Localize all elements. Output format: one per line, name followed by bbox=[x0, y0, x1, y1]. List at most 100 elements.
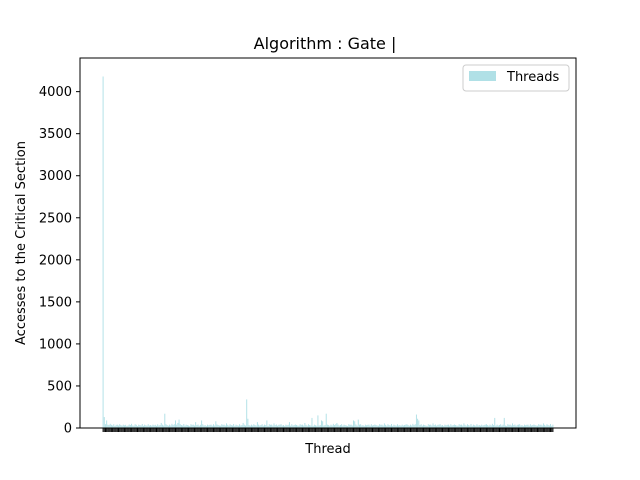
bar-thread-295 bbox=[452, 424, 454, 428]
bar-thread-221 bbox=[364, 424, 366, 428]
bar-thread-193 bbox=[331, 425, 333, 428]
bar-thread-98 bbox=[218, 425, 220, 428]
bar-thread-269 bbox=[421, 425, 423, 428]
bar-thread-345 bbox=[512, 423, 514, 429]
bar-thread-222 bbox=[366, 425, 368, 428]
bar-thread-375 bbox=[547, 425, 549, 428]
bar-thread-70 bbox=[185, 424, 187, 428]
bar-thread-34 bbox=[142, 425, 144, 428]
bar-thread-296 bbox=[453, 424, 455, 428]
bar-thread-300 bbox=[458, 424, 460, 428]
bar-thread-240 bbox=[387, 424, 389, 428]
bar-thread-146 bbox=[275, 424, 277, 428]
bar-thread-99 bbox=[220, 425, 222, 428]
y-tick-label-3000: 3000 bbox=[39, 169, 72, 184]
bar-thread-364 bbox=[534, 424, 536, 428]
bar-thread-6 bbox=[109, 423, 111, 428]
bar-thread-113 bbox=[236, 425, 238, 428]
bar-thread-350 bbox=[518, 424, 519, 428]
bar-thread-55 bbox=[167, 425, 169, 428]
bar-thread-114 bbox=[237, 425, 239, 428]
bar-thread-117 bbox=[241, 425, 243, 428]
bar-thread-336 bbox=[501, 425, 503, 428]
bar-thread-220 bbox=[363, 425, 365, 428]
bar-thread-181 bbox=[317, 415, 319, 428]
bar-thread-49 bbox=[160, 422, 162, 428]
bar-thread-46 bbox=[157, 424, 159, 428]
bar-thread-73 bbox=[189, 425, 191, 428]
bar-thread-112 bbox=[235, 424, 237, 428]
legend: Threads bbox=[462, 64, 570, 92]
bar-thread-25 bbox=[132, 425, 134, 428]
bar-thread-314 bbox=[475, 425, 477, 428]
bar-thread-134 bbox=[261, 424, 263, 428]
bar-thread-267 bbox=[419, 424, 421, 428]
bar-thread-341 bbox=[507, 424, 509, 428]
bar-thread-190 bbox=[328, 425, 330, 428]
bar-thread-89 bbox=[208, 425, 210, 428]
bar-thread-11 bbox=[115, 424, 117, 428]
bar-thread-154 bbox=[285, 424, 287, 428]
bar-thread-45 bbox=[156, 425, 157, 428]
bar-thread-101 bbox=[222, 424, 224, 428]
x-ticks-group bbox=[102, 428, 554, 432]
bars-group bbox=[102, 76, 554, 429]
bar-thread-280 bbox=[434, 424, 436, 428]
bar-thread-327 bbox=[490, 425, 492, 428]
bar-thread-335 bbox=[500, 424, 502, 428]
bar-thread-102 bbox=[223, 424, 225, 428]
bar-thread-365 bbox=[535, 425, 537, 428]
bar-thread-79 bbox=[196, 425, 198, 428]
bar-thread-216 bbox=[358, 424, 360, 428]
bar-thread-339 bbox=[504, 425, 506, 428]
bar-thread-261 bbox=[412, 423, 414, 428]
bar-thread-355 bbox=[523, 424, 525, 428]
bar-thread-203 bbox=[343, 424, 345, 428]
bar-thread-165 bbox=[298, 425, 300, 428]
bar-thread-116 bbox=[240, 425, 242, 428]
bar-thread-61 bbox=[175, 420, 176, 428]
bar-thread-132 bbox=[259, 425, 261, 428]
bar-thread-213 bbox=[355, 424, 357, 428]
bar-thread-363 bbox=[533, 424, 535, 428]
bar-thread-202 bbox=[342, 425, 344, 428]
bar-thread-115 bbox=[239, 424, 241, 428]
bar-thread-76 bbox=[192, 424, 194, 428]
bar-thread-185 bbox=[322, 421, 324, 428]
bar-thread-255 bbox=[405, 424, 407, 428]
bar-thread-266 bbox=[418, 420, 420, 428]
bar-thread-226 bbox=[370, 424, 372, 428]
bar-thread-4 bbox=[107, 424, 109, 428]
bar-thread-351 bbox=[519, 424, 521, 428]
bar-thread-200 bbox=[339, 424, 341, 428]
bar-thread-51 bbox=[163, 425, 165, 428]
bar-thread-279 bbox=[433, 425, 435, 428]
bar-thread-3 bbox=[106, 420, 108, 428]
bar-thread-160 bbox=[292, 425, 294, 428]
bar-thread-65 bbox=[179, 424, 181, 428]
bar-thread-176 bbox=[311, 417, 313, 428]
bar-thread-131 bbox=[258, 424, 260, 428]
bar-thread-64 bbox=[178, 419, 180, 428]
x-axis-label: Thread bbox=[304, 442, 350, 457]
bar-thread-340 bbox=[506, 425, 508, 428]
bar-thread-330 bbox=[494, 417, 496, 428]
bar-thread-35 bbox=[144, 424, 146, 428]
bar-thread-43 bbox=[153, 425, 155, 428]
bar-thread-62 bbox=[176, 424, 178, 428]
bar-thread-183 bbox=[319, 425, 321, 428]
bar-thread-347 bbox=[514, 424, 516, 428]
bar-thread-78 bbox=[195, 422, 197, 428]
bar-thread-215 bbox=[357, 419, 359, 428]
bar-thread-1 bbox=[103, 417, 105, 428]
bar-thread-110 bbox=[233, 423, 235, 428]
bar-thread-292 bbox=[449, 425, 451, 428]
bar-thread-5 bbox=[108, 425, 110, 428]
bar-thread-81 bbox=[198, 425, 200, 428]
bar-thread-233 bbox=[379, 424, 381, 428]
bar-thread-228 bbox=[373, 424, 375, 428]
bar-thread-338 bbox=[503, 417, 505, 428]
bar-thread-90 bbox=[209, 424, 211, 428]
bar-thread-321 bbox=[483, 424, 485, 428]
